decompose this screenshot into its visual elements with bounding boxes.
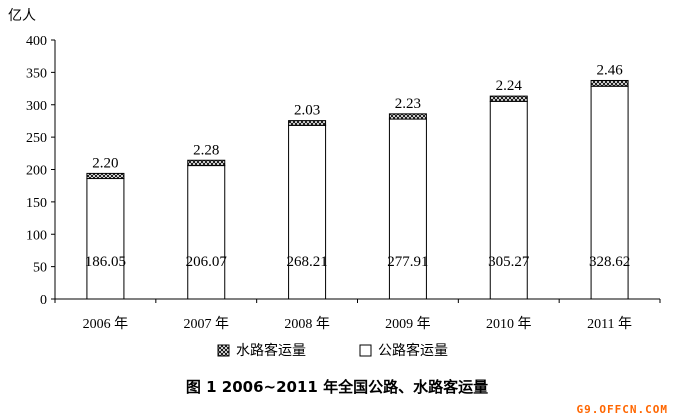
x-tick-label: 2010 年 [486,316,532,332]
y-tick-label: 0 [40,293,47,308]
bar-water-1 [187,159,226,167]
label-road-1: 206.07 [186,254,228,270]
bar-road-4 [489,100,528,300]
data-labels: 186.05 2.20 2006 年 206.07 2.28 2007 年 268.21 2.… [83,62,632,332]
label-water-1: 2.28 [193,142,219,158]
x-tick-label: 2007 年 [184,316,230,332]
label-water-4: 2.24 [496,78,523,94]
y-tick-label: 200 [26,164,47,179]
bar-road-0 [86,178,125,300]
label-road-3: 277.91 [387,254,428,270]
stacked-bar-chart: 0 50 100 150 200 250 300 350 400 亿人 186.05 2.20 200… [8,8,661,359]
x-tick-label: 2006 年 [83,316,129,332]
bar-water-4 [489,95,528,102]
bar-water-3 [388,113,427,120]
label-road-0: 186.05 [85,254,126,270]
x-tick-label: 2009 年 [385,316,431,332]
y-tick-label: 250 [26,131,47,146]
label-water-0: 2.20 [92,155,118,171]
legend-label-road: 公路客运量 [378,342,448,359]
legend: 水路客运量 公路客运量 [217,342,448,359]
label-road-2: 268.21 [286,254,327,270]
y-tick-label: 350 [26,66,47,81]
y-tick-label: 400 [26,34,47,49]
watermark: G9.OFFCN.COM [576,403,668,416]
bar-water-5 [590,79,629,87]
bar-water-0 [86,172,125,180]
legend-label-water: 水路客运量 [236,342,306,359]
y-tick-label: 50 [33,261,47,276]
bar-road-3 [388,118,427,300]
y-tick-label: 300 [26,99,47,114]
label-road-5: 328.62 [589,254,630,270]
bar-water-2 [288,120,327,126]
y-tick-label: 100 [26,228,47,243]
bar-road-1 [187,165,226,300]
label-road-4: 305.27 [488,254,530,270]
figure-caption: 图 1 2006~2011 年全国公路、水路客运量 [185,378,489,396]
label-water-2: 2.03 [294,103,320,119]
x-tick-label: 2008 年 [284,316,330,332]
legend-swatch-water [217,344,230,357]
bar-road-5 [590,85,629,300]
axes: 0 50 100 150 200 250 300 350 400 亿人 [8,8,661,308]
bar-road-2 [288,124,327,300]
bars [86,79,629,300]
x-tick-label: 2011 年 [587,316,632,332]
y-axis-label: 亿人 [8,8,36,24]
legend-swatch-road [359,344,372,357]
label-water-3: 2.23 [395,96,421,112]
y-tick-label: 150 [26,196,47,211]
label-water-5: 2.46 [596,62,623,78]
